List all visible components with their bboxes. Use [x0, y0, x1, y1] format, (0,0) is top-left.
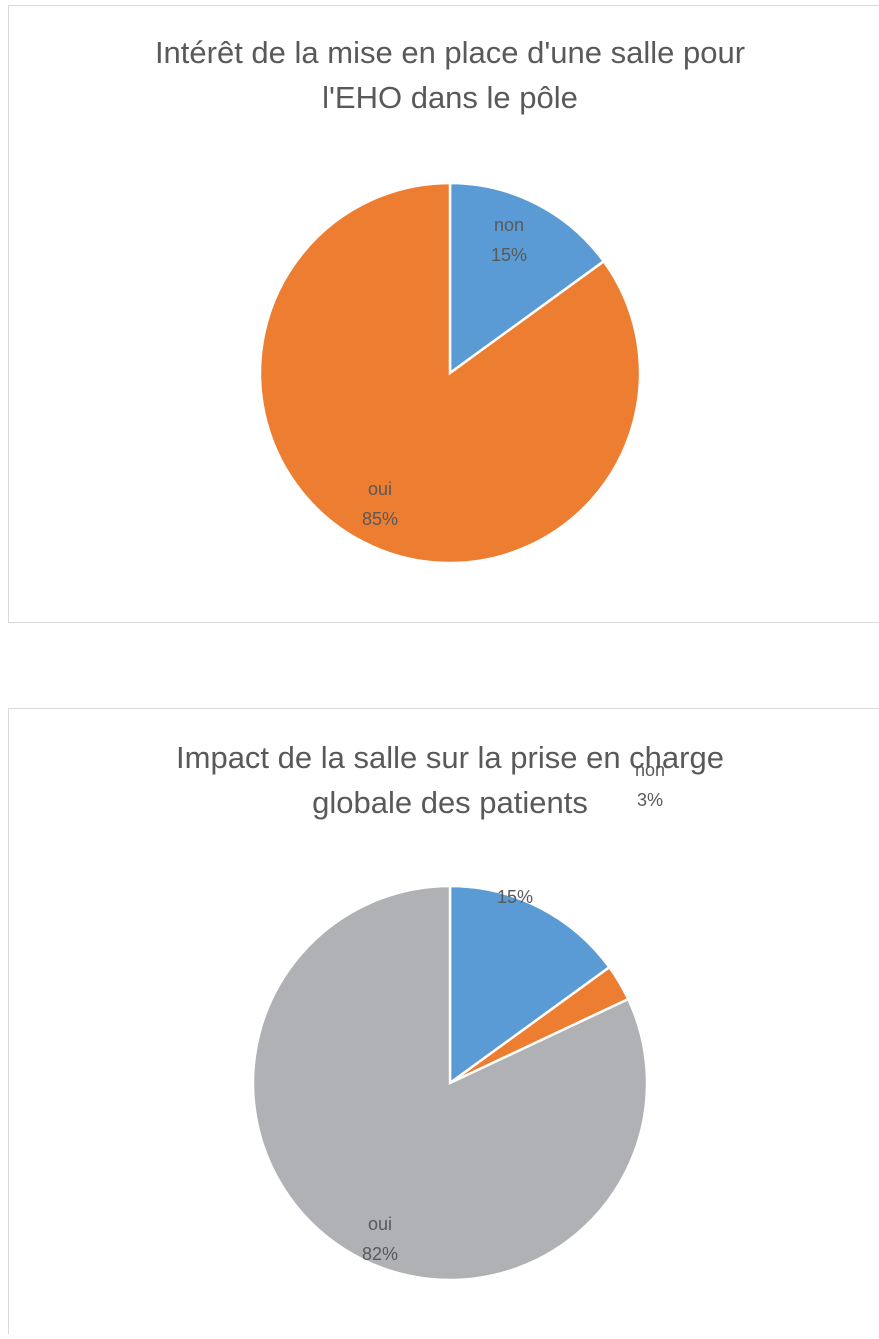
chart-title: l'EHO dans le pôle — [322, 80, 578, 115]
slice-label-value: 82% — [362, 1244, 398, 1264]
chart-title: globale des patients — [312, 785, 588, 820]
slice-label-name: oui — [368, 1214, 392, 1234]
chart-title: Intérêt de la mise en place d'une salle … — [155, 35, 745, 70]
slice-label-value: 85% — [362, 509, 398, 529]
slice-label-name: non — [494, 215, 524, 235]
slice-label-value: 15% — [491, 245, 527, 265]
slice-label-name: non — [635, 760, 665, 780]
slice-label-value: 15% — [497, 887, 533, 907]
slice-label-value: 3% — [637, 790, 663, 810]
slice-label-name: oui — [368, 479, 392, 499]
